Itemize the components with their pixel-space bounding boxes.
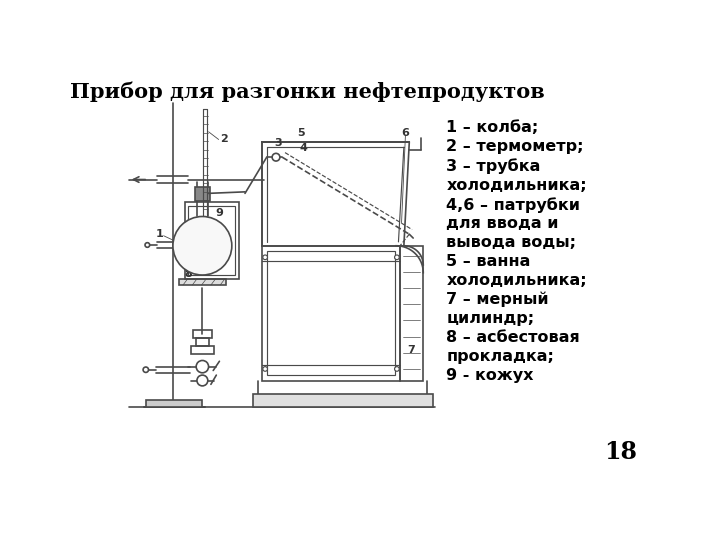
Bar	[267, 251, 395, 375]
Text: 3: 3	[274, 138, 282, 149]
Text: 7: 7	[408, 345, 415, 355]
Text: 8: 8	[184, 269, 192, 279]
Bar	[189, 206, 235, 275]
Circle shape	[145, 242, 150, 247]
Bar	[145, 400, 202, 408]
Circle shape	[143, 367, 148, 373]
Text: 6: 6	[402, 127, 410, 138]
Bar	[194, 187, 210, 201]
Circle shape	[197, 375, 208, 386]
Bar	[253, 394, 433, 408]
Text: 18: 18	[604, 440, 637, 464]
Circle shape	[263, 255, 267, 260]
Bar	[184, 202, 239, 279]
Circle shape	[173, 217, 232, 275]
Bar	[196, 338, 209, 346]
Text: Прибор для разгонки нефтепродуктов: Прибор для разгонки нефтепродуктов	[70, 82, 544, 102]
Bar	[191, 346, 214, 354]
Text: 1 – колба;
2 – термометр;
3 – трубка
холодильника;
4,6 – патрубки
для ввода и
вы: 1 – колба; 2 – термометр; 3 – трубка хол…	[446, 120, 587, 383]
Text: 9: 9	[215, 208, 223, 218]
Bar	[400, 246, 423, 381]
Circle shape	[263, 367, 267, 372]
Text: 5: 5	[297, 127, 305, 138]
Bar	[262, 246, 400, 381]
Text: 4: 4	[300, 143, 308, 153]
Circle shape	[196, 361, 209, 373]
Bar	[193, 330, 212, 338]
Bar	[179, 279, 225, 285]
Text: 2: 2	[220, 134, 228, 145]
Circle shape	[395, 255, 399, 260]
Circle shape	[395, 367, 399, 372]
Circle shape	[272, 153, 280, 161]
Text: 1: 1	[156, 229, 163, 239]
